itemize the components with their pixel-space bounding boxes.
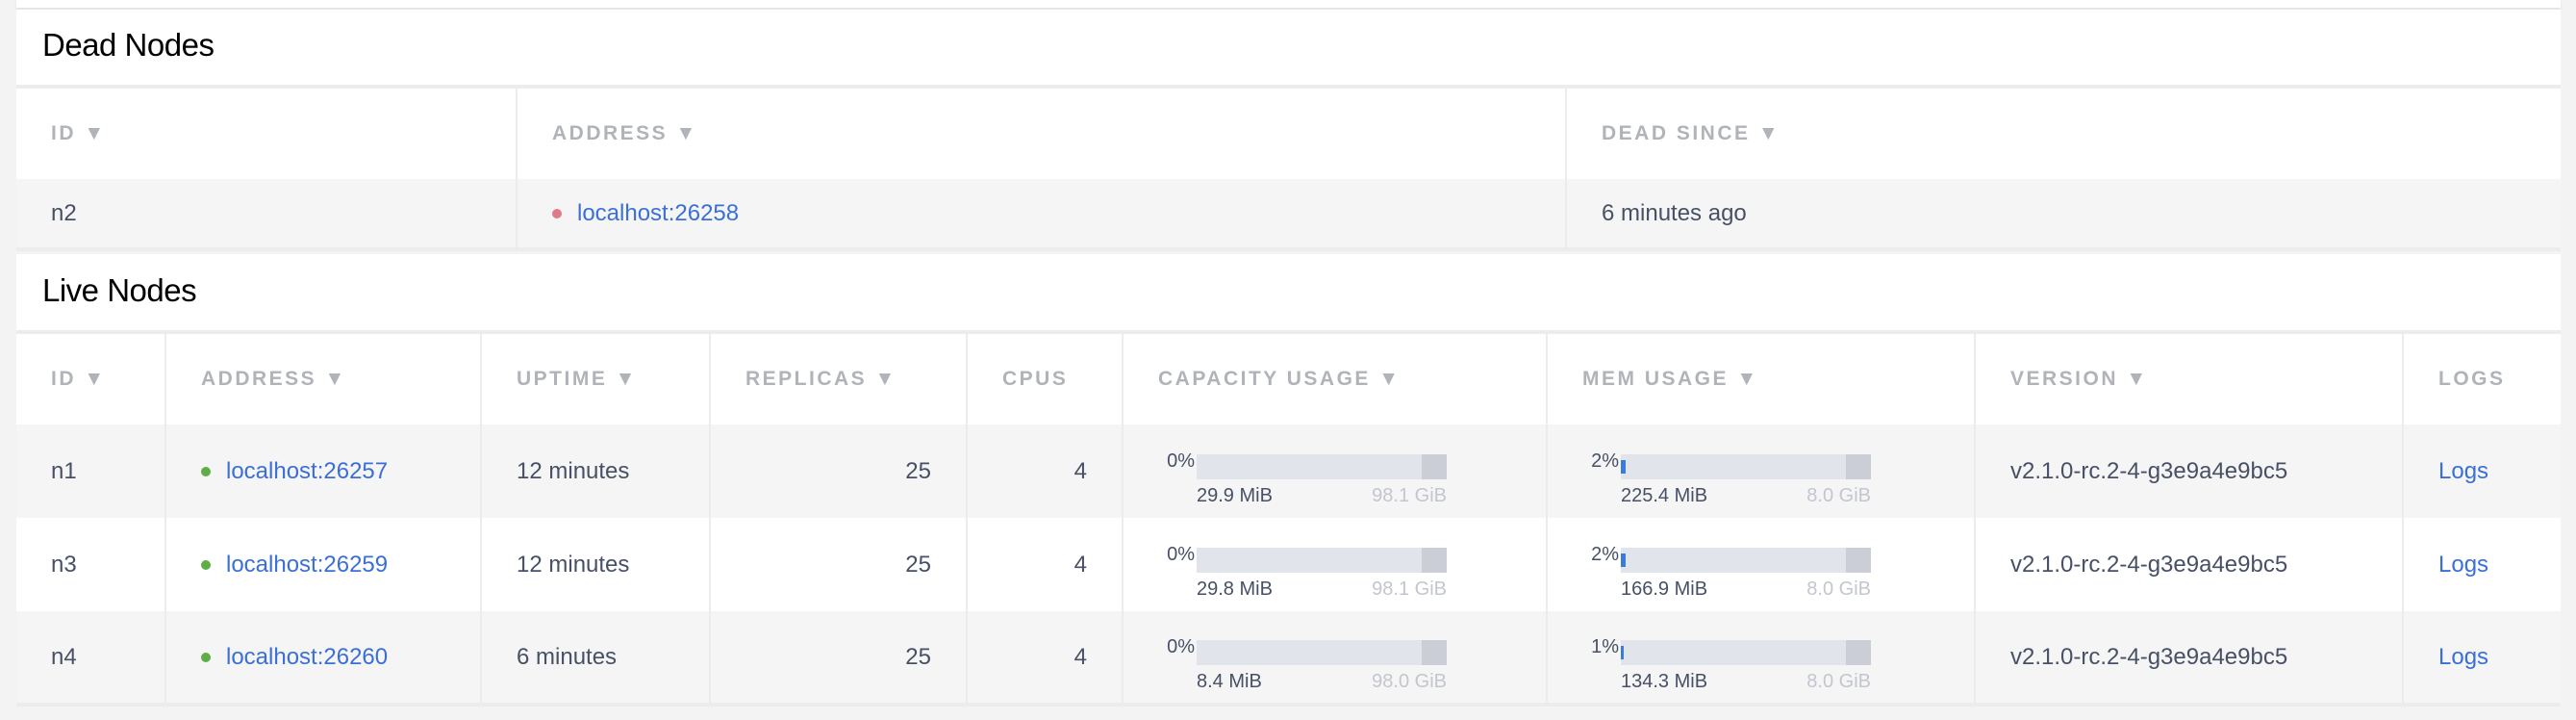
uptime: 12 minutes	[480, 424, 710, 518]
live-status-dot-icon	[201, 560, 211, 571]
mem-usage-bar: 2% 225.4 MiB 8.0 GiB	[1582, 450, 1871, 506]
cap-total: 98.1 GiB	[1372, 578, 1447, 600]
replicas: 25	[709, 424, 967, 518]
col-header-version[interactable]: VERSION ▼	[1974, 330, 2403, 424]
col-header-logs: LOGS	[2402, 330, 2561, 424]
mem-used: 166.9 MiB	[1621, 578, 1708, 600]
live-nodes-title: Live Nodes	[42, 272, 197, 308]
col-header-id[interactable]: ID ▼	[16, 330, 165, 424]
version: v2.1.0-rc.2-4-g3e9a4e9bc5	[1974, 424, 2403, 518]
cap-bar-track	[1197, 547, 1447, 573]
version: v2.1.0-rc.2-4-g3e9a4e9bc5	[1974, 518, 2403, 611]
node-address-link[interactable]: localhost:26257	[226, 457, 389, 484]
logs-link[interactable]: Logs	[2438, 551, 2489, 578]
col-header-mem-usage[interactable]: MEM USAGE ▼	[1546, 330, 1975, 424]
live-status-dot-icon	[201, 653, 211, 663]
replicas: 25	[709, 518, 967, 611]
mem-percent: 1%	[1591, 635, 1619, 657]
table-row: n1 localhost:26257 12 minutes 25 4 0% 29…	[16, 424, 2561, 518]
mem-used: 134.3 MiB	[1621, 670, 1708, 692]
cap-bar-track	[1197, 639, 1447, 665]
cap-used: 29.9 MiB	[1197, 484, 1273, 506]
replicas: 25	[709, 611, 967, 705]
mem-percent: 2%	[1591, 450, 1619, 472]
dead-nodes-title: Dead Nodes	[42, 27, 215, 63]
cap-bar-cap	[1422, 639, 1447, 665]
col-header-capacity-usage[interactable]: CAPACITY USAGE ▼	[1122, 330, 1547, 424]
node-id: n3	[16, 518, 165, 611]
cpus: 4	[966, 424, 1123, 518]
cap-total: 98.1 GiB	[1372, 484, 1447, 506]
dead-nodes-header	[16, 10, 2561, 87]
col-header-cpus: CPUS	[966, 330, 1123, 424]
mem-bar-fill	[1621, 553, 1627, 567]
cap-bar-cap	[1422, 453, 1447, 479]
node-id: n1	[16, 424, 165, 518]
node-id: n4	[16, 611, 165, 705]
col-header-address[interactable]: ADDRESS ▼	[164, 330, 481, 424]
logs-link[interactable]: Logs	[2438, 643, 2489, 670]
mem-bar-track	[1621, 453, 1871, 479]
node-address-link[interactable]: localhost:26259	[226, 551, 389, 578]
cap-percent: 0%	[1167, 635, 1195, 657]
mem-total: 8.0 GiB	[1806, 670, 1871, 692]
version: v2.1.0-rc.2-4-g3e9a4e9bc5	[1974, 611, 2403, 705]
mem-total: 8.0 GiB	[1806, 578, 1871, 600]
cap-total: 98.0 GiB	[1372, 670, 1447, 692]
cap-percent: 0%	[1167, 450, 1195, 472]
uptime: 12 minutes	[480, 518, 710, 611]
col-header-id[interactable]: ID ▼	[16, 85, 517, 179]
mem-bar-track	[1621, 639, 1871, 665]
mem-bar-fill	[1621, 459, 1627, 474]
mem-usage-bar: 1% 134.3 MiB 8.0 GiB	[1582, 635, 1871, 692]
cap-usage-bar: 0% 29.8 MiB 98.1 GiB	[1158, 543, 1447, 600]
col-header-dead-since[interactable]: DEAD SINCE ▼	[1565, 85, 2561, 179]
table-row: n4 localhost:26260 6 minutes 25 4 0% 8.4…	[16, 611, 2561, 705]
cap-used: 8.4 MiB	[1197, 670, 1262, 692]
cap-usage-bar: 0% 29.9 MiB 98.1 GiB	[1158, 450, 1447, 506]
mem-bar-cap	[1846, 547, 1871, 573]
mem-bar-cap	[1846, 453, 1871, 479]
top-divider	[16, 0, 2561, 8]
cap-bar-cap	[1422, 547, 1447, 573]
node-id: n2	[16, 179, 517, 249]
live-nodes-header	[16, 254, 2561, 333]
dead-since: 6 minutes ago	[1565, 179, 2561, 249]
dead-status-dot-icon	[552, 209, 562, 219]
table-row: n3 localhost:26259 12 minutes 25 4 0% 29…	[16, 518, 2561, 611]
mem-used: 225.4 MiB	[1621, 484, 1708, 506]
cap-used: 29.8 MiB	[1197, 578, 1273, 600]
logs-link[interactable]: Logs	[2438, 457, 2489, 484]
table-row: n2 localhost:26258 6 minutes ago	[16, 179, 2561, 249]
mem-bar-fill	[1621, 645, 1624, 659]
uptime: 6 minutes	[480, 611, 710, 705]
mem-percent: 2%	[1591, 543, 1619, 565]
node-address-link[interactable]: localhost:26260	[226, 643, 389, 670]
mem-total: 8.0 GiB	[1806, 484, 1871, 506]
cap-usage-bar: 0% 8.4 MiB 98.0 GiB	[1158, 635, 1447, 692]
mem-usage-bar: 2% 166.9 MiB 8.0 GiB	[1582, 543, 1871, 600]
node-address-link[interactable]: localhost:26258	[577, 199, 740, 226]
live-status-dot-icon	[201, 467, 211, 477]
cap-percent: 0%	[1167, 543, 1195, 565]
cpus: 4	[966, 611, 1123, 705]
col-header-address[interactable]: ADDRESS ▼	[516, 85, 1566, 179]
mem-bar-cap	[1846, 639, 1871, 665]
dead-nodes-table: ID ▼ ADDRESS ▼ DEAD SINCE ▼ n2 localhost…	[16, 85, 2561, 251]
col-header-uptime[interactable]: UPTIME ▼	[480, 330, 710, 424]
cpus: 4	[966, 518, 1123, 611]
col-header-replicas[interactable]: REPLICAS ▼	[709, 330, 967, 424]
live-nodes-table: ID ▼ ADDRESS ▼ UPTIME ▼ REPLICAS ▼ CPUS CAPAC…	[16, 330, 2561, 707]
cap-bar-track	[1197, 453, 1447, 479]
mem-bar-track	[1621, 547, 1871, 573]
